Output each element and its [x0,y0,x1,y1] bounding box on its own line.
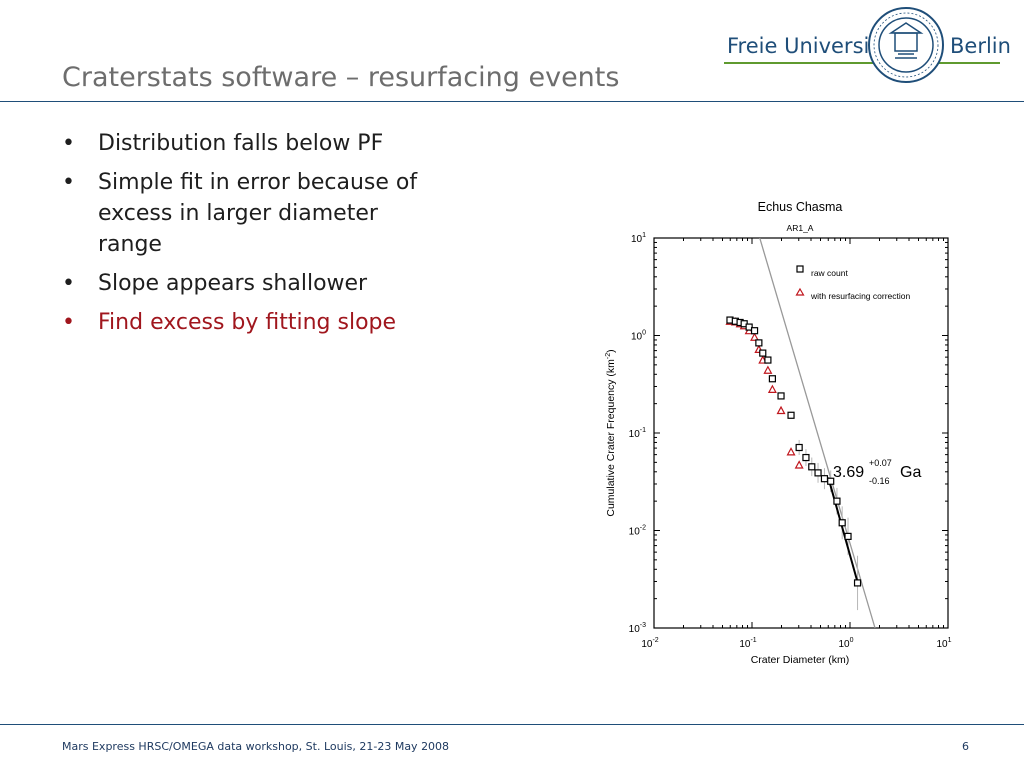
corrected-point [763,365,773,374]
bullet-item: • Slope appears shallower [60,268,440,299]
corrected-point [750,332,760,341]
x-tick-label: 10-1 [739,637,756,650]
fit-unit: Ga [900,464,921,481]
raw-count-point [755,339,763,347]
fit-age: 3.69 [833,464,864,481]
raw-count-point [750,327,759,335]
raw-count-point [777,392,785,400]
header-rule [0,101,1024,102]
corrected-point [754,344,764,354]
page-number: 6 [962,740,969,753]
raw-count-point [844,532,852,540]
x-axis-label: Crater Diameter (km) [751,654,850,666]
footer-rule [0,724,1024,725]
bullet-item: • Distribution falls below PF [60,128,440,159]
bullet-item-highlighted: • Find excess by fitting slope [60,307,440,338]
y-tick-label: 10-2 [629,525,646,538]
isochron-line [759,237,876,629]
legend-label-raw: raw count [811,268,848,278]
bullet-marker: • [62,271,75,296]
logo-right-text: Berlin [950,34,1011,58]
y-tick-label: 10-3 [629,622,646,635]
y-axis-label-exponent: -2 [605,353,612,359]
fit-label: 3.69 +0.07 -0.16 Ga [833,458,921,486]
y-tick-label: 100 [631,330,646,343]
y-tick-label: 101 [631,232,646,245]
raw-count-point [827,477,835,485]
raw-count-point [853,579,862,587]
chart-subtitle: AR1_A [787,223,814,233]
legend-marker-raw [796,265,804,273]
raw-count-point [802,453,810,462]
university-seal-icon [868,7,944,83]
bullet-text: Simple fit in error because of excess in… [98,170,418,257]
bullet-list: • Distribution falls below PF • Simple fit… [60,128,440,346]
raw-count-point [745,323,753,331]
raw-count-point [768,375,777,383]
bullet-text: Slope appears shallower [98,271,368,296]
raw-count-point [795,443,803,452]
y-tick-label: 10-1 [629,427,646,440]
y-axis-label-close: ) [605,349,617,353]
fit-minus: -0.16 [869,476,890,486]
logo-divider [724,62,1000,64]
raw-count-point [820,475,829,483]
bullet-marker: • [62,310,75,335]
bullet-marker: • [62,131,75,156]
slide-title: Craterstats software – resurfacing event… [62,62,620,93]
legend-label-corrected: with resurfacing correction [810,291,910,301]
corrected-point [786,447,796,456]
data-layer [725,237,876,629]
raw-count-point [764,356,772,364]
y-axis-label: Cumulative Crater Frequency (km-2) [605,349,617,516]
raw-count-point [759,349,767,357]
axes-layer: 10-2 10-1 100 101 10-3 10-2 10-1 100 101 [629,232,952,650]
fit-line [827,477,859,584]
corrected-point [776,405,786,415]
corrected-point [794,460,804,469]
raw-count-point [787,411,795,419]
footer-text: Mars Express HRSC/OMEGA data workshop, S… [62,740,450,753]
fit-plus: +0.07 [869,458,892,468]
raw-count-point [833,497,841,505]
bullet-marker: • [62,170,75,195]
chart-title: Echus Chasma [758,200,843,214]
corrected-point [767,384,777,394]
bullet-text: Find excess by fitting slope [98,310,397,335]
legend: raw count with resurfacing correction [795,265,910,301]
crater-chart: Echus Chasma AR1_A 10-2 10-1 100 10110-310-… [605,200,952,666]
y-axis-label-main: Cumulative Crater Frequency (km [605,359,617,517]
x-tick-label: 101 [936,637,951,650]
x-tick-label: 100 [838,637,853,650]
raw-count-point [838,519,846,527]
raw-count-point [808,463,816,471]
x-tick-label: 10-2 [641,637,658,650]
bullet-item: • Simple fit in error because of excess i… [60,167,440,260]
legend-marker-corrected [795,287,805,296]
raw-count-point [814,469,822,477]
bullet-text: Distribution falls below PF [98,131,384,156]
